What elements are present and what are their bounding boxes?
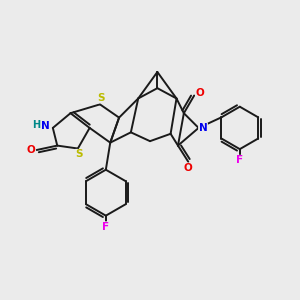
Text: N: N: [199, 123, 207, 133]
Text: O: O: [184, 163, 193, 173]
Text: O: O: [196, 88, 204, 98]
Text: S: S: [98, 93, 105, 103]
Text: O: O: [26, 145, 35, 155]
Text: F: F: [102, 222, 110, 232]
Text: H: H: [33, 120, 41, 130]
Text: F: F: [236, 155, 243, 165]
Text: S: S: [76, 149, 83, 159]
Text: N: N: [41, 122, 50, 131]
